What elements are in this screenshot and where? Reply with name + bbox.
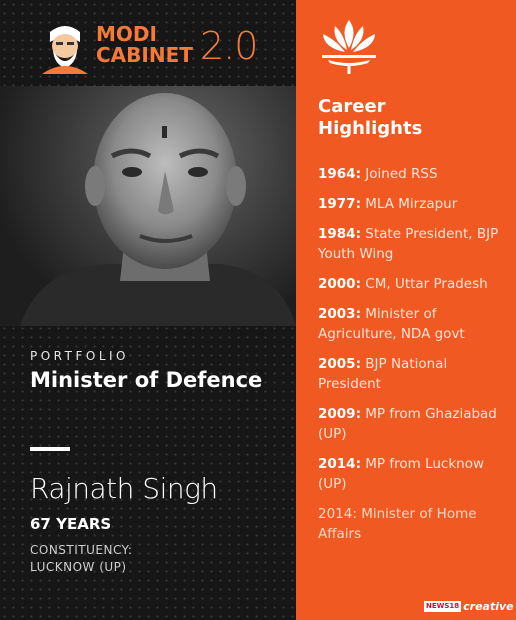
logo-line1: MODI	[96, 22, 157, 46]
timeline-item: 2003: Minister of Agriculture, NDA govt	[318, 304, 508, 344]
right-panel	[296, 0, 516, 620]
portfolio-title: Minister of Defence	[30, 368, 263, 392]
logo-line2: CABINET	[96, 43, 193, 67]
timeline-year: 2003:	[318, 306, 361, 322]
timeline-year: 1977:	[318, 196, 361, 212]
timeline-item: 2009: MP from Ghaziabad (UP)	[318, 404, 508, 444]
career-timeline: 1964: Joined RSS 1977: MLA Mirzapur 1984…	[318, 164, 508, 554]
news18-creative-logo: NEWS18 creative	[424, 599, 514, 613]
timeline-item: 1977: MLA Mirzapur	[318, 194, 508, 214]
timeline-item: 1984: State President, BJP Youth Wing	[318, 224, 508, 264]
lotus-icon	[322, 20, 376, 74]
constituency-label: CONSTITUENCY:	[30, 543, 133, 557]
brand-news: NEWS18	[424, 600, 462, 612]
timeline-text: CM, Uttar Pradesh	[360, 276, 488, 292]
timeline-item: 2000: CM, Uttar Pradesh	[318, 274, 508, 294]
modi-cabinet-logo: MODI CABINET 2.0	[40, 20, 270, 76]
constituency-value: LUCKNOW (UP)	[30, 560, 127, 574]
brand-creative: creative	[463, 599, 514, 613]
timeline-text: BJP National President	[318, 356, 448, 392]
left-panel: MODI CABINET 2.0	[0, 0, 296, 620]
timeline-year: 2005:	[318, 356, 361, 372]
divider	[30, 447, 70, 451]
timeline-text: State President, BJP Youth Wing	[318, 226, 499, 262]
logo-text: MODI CABINET	[96, 24, 193, 66]
portrait-illustration	[20, 93, 296, 326]
timeline-year: 2009:	[318, 406, 361, 422]
timeline-item: 2014: Minister of Home Affairs	[318, 504, 508, 544]
timeline-year: 1984:	[318, 226, 361, 242]
career-heading-line2: Highlights	[318, 118, 423, 139]
timeline-item: 2005: BJP National President	[318, 354, 508, 394]
modi-face-icon	[42, 26, 88, 74]
timeline-item: 1964: Joined RSS	[318, 164, 508, 184]
timeline-text: Joined RSS	[360, 166, 438, 182]
timeline-year: 2014:	[318, 456, 361, 472]
timeline-year: 2000:	[318, 276, 361, 292]
timeline-text: MP from Lucknow (UP)	[318, 456, 485, 492]
timeline-item: 2014: MP from Lucknow (UP)	[318, 454, 508, 494]
constituency: CONSTITUENCY: LUCKNOW (UP)	[30, 542, 132, 576]
portfolio-label: PORTFOLIO	[30, 349, 129, 363]
career-heading-line1: Career	[318, 96, 386, 117]
timeline-text: MLA Mirzapur	[360, 196, 458, 212]
timeline-text: MP from Ghaziabad (UP)	[318, 406, 497, 442]
timeline-text: 2014: Minister of Home Affairs	[318, 506, 477, 542]
minister-name: Rajnath Singh	[30, 472, 218, 505]
career-heading: Career Highlights	[318, 96, 422, 140]
logo-version: 2.0	[200, 24, 258, 68]
portrait-photo	[0, 86, 296, 326]
timeline-text: Minister of Agriculture, NDA govt	[318, 306, 465, 342]
minister-age: 67 YEARS	[30, 515, 112, 533]
timeline-year: 1964:	[318, 166, 361, 182]
